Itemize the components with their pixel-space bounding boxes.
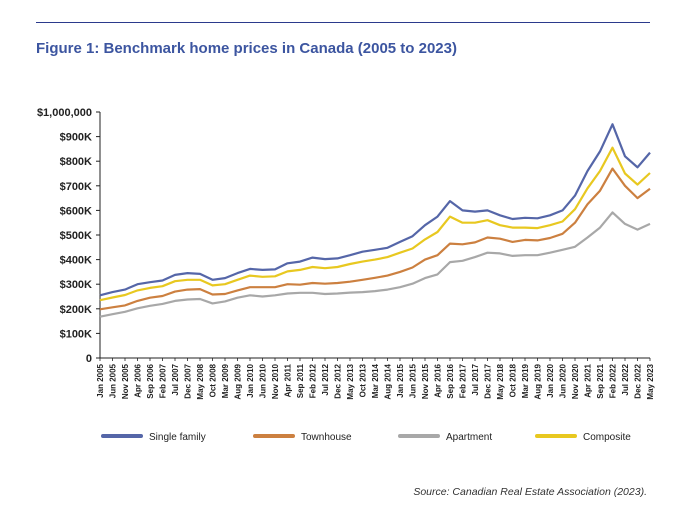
x-tick-label: Nov 2020 [571,363,580,399]
x-tick-label: Oct 2013 [359,363,368,397]
x-tick-label: Jul 2012 [321,363,330,395]
y-tick-label: $1,000,000 [37,107,92,119]
x-tick-label: Nov 2005 [121,363,130,399]
x-tick-label: Sep 2016 [446,363,455,398]
x-tick-label: Apr 2021 [584,363,593,397]
top-rule [36,22,650,23]
y-tick-label: $100K [60,328,92,340]
x-tick-label: Feb 2012 [309,363,318,398]
x-tick-label: Dec 2022 [634,363,643,398]
x-tick-label: May 2023 [646,363,655,399]
x-tick-label: Jun 2005 [109,363,118,398]
series-line-composite [99,146,651,302]
x-tick-label: Nov 2010 [271,363,280,399]
x-tick-label: Aug 2009 [234,363,243,399]
legend-label: Townhouse [301,432,352,443]
y-tick-label: $300K [60,279,92,291]
x-tick-label: May 2008 [196,363,205,399]
x-tick-label: Apr 2011 [284,363,293,397]
series-line-apartment [99,211,651,318]
x-tick-label: Oct 2018 [509,363,518,397]
x-axis-ticks: Jan 2005 Jun 2005 Nov 2005 Apr 2006 Sep 2006… [96,358,655,400]
y-tick-label: $600K [60,205,92,217]
y-tick-label: $800K [60,156,92,168]
series-line-single-family [99,123,651,297]
x-tick-label: Jan 2020 [546,363,555,397]
y-tick-label: $500K [60,230,92,242]
x-tick-label: Oct 2008 [209,363,218,397]
legend-label: Composite [583,432,631,443]
y-tick-label: $400K [60,255,92,267]
x-tick-label: Dec 2017 [484,363,493,398]
legend: Single family Townhouse Apartment Composite [101,432,631,443]
x-tick-label: Jan 2005 [96,363,105,397]
x-tick-label: Jun 2020 [559,363,568,398]
x-tick-label: Apr 2016 [434,363,443,397]
x-tick-label: May 2018 [496,363,505,399]
x-tick-label: Sep 2021 [596,363,605,398]
legend-label: Apartment [446,432,492,443]
y-axis-ticks: 0 $100K $200K $300K $400K $500K $600K $700K $800… [37,107,100,365]
x-tick-label: Mar 2019 [521,363,530,398]
y-tick-label: $700K [60,181,92,193]
chart-title: Figure 1: Benchmark home prices in Canad… [36,40,457,57]
x-tick-label: Mar 2014 [371,363,380,398]
x-tick-label: Jul 2007 [171,363,180,395]
x-tick-label: Aug 2019 [534,363,543,399]
x-tick-label: Jun 2015 [409,363,418,398]
x-tick-label: Jan 2015 [396,363,405,397]
x-tick-label: Jun 2010 [259,363,268,398]
x-tick-label: Aug 2014 [384,363,393,399]
x-tick-label: Nov 2015 [421,363,430,399]
x-tick-label: Apr 2006 [134,363,143,397]
series-line-townhouse [99,167,651,311]
x-tick-label: Feb 2007 [159,363,168,398]
legend-label: Single family [149,432,206,443]
y-tick-label: $200K [60,304,92,316]
x-tick-label: Feb 2022 [609,363,618,398]
x-tick-label: Sep 2011 [296,363,305,398]
series-lines [99,123,651,318]
x-tick-label: Feb 2017 [459,363,468,398]
axes [99,112,650,359]
x-tick-label: Mar 2009 [221,363,230,398]
source-note: Source: Canadian Real Estate Association… [413,486,647,498]
y-tick-label: 0 [86,353,92,365]
x-tick-label: May 2013 [346,363,355,399]
x-tick-label: Dec 2007 [184,363,193,398]
y-tick-label: $900K [60,132,92,144]
x-tick-label: Dec 2012 [334,363,343,398]
x-tick-label: Jul 2017 [471,363,480,395]
x-tick-label: Sep 2006 [146,363,155,398]
x-tick-label: Jan 2010 [246,363,255,397]
x-tick-label: Jul 2022 [621,363,630,395]
